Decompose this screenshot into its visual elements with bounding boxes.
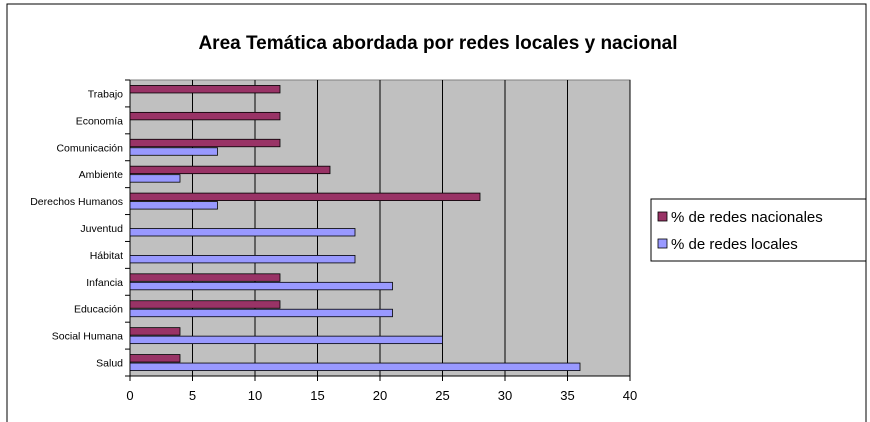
y-category-label: Salud (96, 358, 123, 370)
y-category-label: Educación (74, 304, 123, 316)
chart-title: Area Temática abordada por redes locales… (198, 33, 677, 54)
x-tick-label: 5 (189, 388, 196, 403)
x-tick-label: 25 (435, 388, 449, 403)
bar (129, 85, 281, 94)
bar (129, 281, 393, 291)
legend-swatch (657, 211, 668, 222)
x-tick-label: 40 (623, 388, 637, 403)
bar (129, 327, 181, 336)
y-category-label: Hábitat (90, 250, 123, 262)
bar (129, 300, 281, 309)
x-tick-label: 0 (126, 388, 133, 403)
bar (129, 308, 393, 318)
bar (129, 192, 481, 201)
legend: % de redes nacionales % de redes locales (650, 198, 867, 262)
y-category-label: Ambiente (79, 169, 124, 181)
x-tick-label: 15 (310, 388, 324, 403)
x-tick-label: 10 (248, 388, 262, 403)
y-category-label: Infancia (86, 277, 123, 289)
bar (129, 174, 181, 183)
y-category-label: Economía (76, 115, 123, 127)
legend-label: % de redes nacionales (671, 209, 823, 226)
bar (129, 255, 356, 264)
bar (129, 228, 356, 237)
bar (129, 273, 281, 282)
x-tick-label: 20 (373, 388, 387, 403)
y-category-label: Comunicación (56, 142, 123, 154)
bar (129, 201, 218, 210)
x-tick-label: 30 (498, 388, 512, 403)
bar (129, 335, 443, 345)
y-category-label: Trabajo (88, 88, 123, 100)
legend-box (650, 198, 867, 262)
bar (129, 111, 281, 121)
y-category-label: Juventud (80, 223, 123, 235)
plot-area: 0 5 10 15 20 25 30 35 40 Trabajo Economía Comunicac… (30, 79, 637, 403)
legend-label: % de redes locales (671, 236, 798, 253)
legend-swatch (657, 238, 668, 249)
y-category-label: Social Humana (52, 331, 123, 343)
bar (129, 354, 181, 363)
bar (129, 362, 581, 371)
bar (129, 138, 281, 148)
y-category-label: Derechos Humanos (30, 196, 123, 208)
bar (129, 147, 218, 156)
x-tick-label: 35 (560, 388, 574, 403)
bar (129, 165, 331, 175)
